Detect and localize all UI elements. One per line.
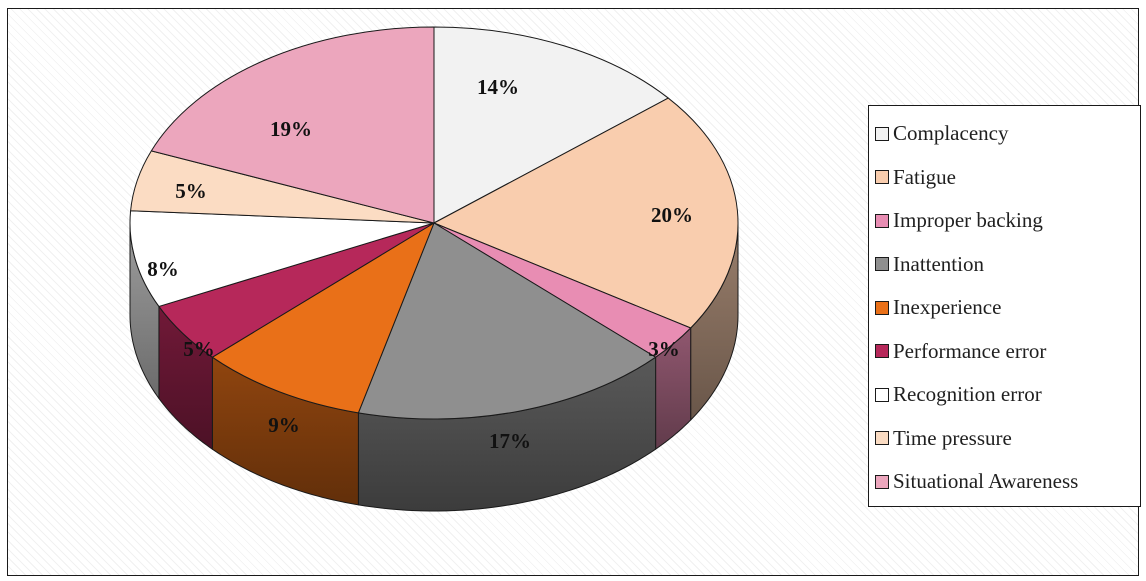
legend-item-inexperience: Inexperience (875, 286, 1140, 330)
data-label-complacency: 14% (477, 75, 519, 99)
pie-slice-complacency (433, 26, 669, 224)
legend-swatch (875, 431, 889, 446)
legend-label: Situational Awareness (893, 469, 1079, 494)
legend-swatch (875, 344, 889, 359)
legend-label: Performance error (893, 338, 1047, 363)
pie-slice-inexperience (211, 222, 435, 414)
legend-item-time-pressure: Time pressure (875, 417, 1140, 461)
data-label-inattention: 17% (489, 429, 531, 453)
legend-label: Inattention (893, 251, 984, 276)
legend-label: Time pressure (893, 425, 1012, 450)
data-label-recognition-error: 8% (147, 257, 179, 281)
legend-swatch (875, 300, 889, 315)
legend-item-complacency: Complacency (875, 112, 1140, 156)
legend-label: Complacency (893, 121, 1009, 146)
data-label-improper-backing: 3% (648, 337, 680, 361)
legend-label: Fatigue (893, 164, 956, 189)
pie-sides (129, 222, 739, 512)
legend-item-recognition-error: Recognition error (875, 373, 1140, 417)
pie-data-labels: 14% 20% 3% 17% 9% 5% 8% 5% 19% (147, 75, 693, 453)
pie-slice-inattention (357, 222, 657, 420)
pie-slice-situational-awareness (150, 26, 435, 224)
legend-swatch (875, 257, 889, 272)
legend: Complacency Fatigue Improper backing Inatte… (868, 105, 1141, 507)
legend-label: Inexperience (893, 295, 1002, 320)
legend-swatch (875, 213, 889, 228)
legend-item-performance-error: Performance error (875, 330, 1140, 374)
data-label-fatigue: 20% (651, 203, 693, 227)
data-label-time-pressure: 5% (175, 179, 207, 203)
data-label-situational-awareness: 19% (270, 117, 312, 141)
chart-area: 14% 20% 3% 17% 9% 5% 8% 5% 19% Complacency Fatigu… (7, 8, 1141, 576)
legend-label: Recognition error (893, 382, 1042, 407)
legend-swatch (875, 126, 889, 141)
legend-swatch (875, 474, 889, 489)
pie-chart: 14% 20% 3% 17% 9% 5% 8% 5% 19% (129, 26, 739, 512)
data-label-inexperience: 9% (268, 413, 300, 437)
legend-item-fatigue: Fatigue (875, 156, 1140, 200)
pie-slice-fatigue (433, 97, 739, 329)
data-label-performance-error: 5% (183, 337, 215, 361)
pie-slice-recognition-error (129, 210, 435, 307)
pie-slices (129, 26, 739, 420)
legend-item-improper-backing: Improper backing (875, 199, 1140, 243)
legend-swatch (875, 387, 889, 402)
legend-swatch (875, 170, 889, 185)
legend-item-inattention: Inattention (875, 243, 1140, 287)
legend-item-situational-awareness: Situational Awareness (875, 460, 1140, 504)
legend-label: Improper backing (893, 208, 1043, 233)
